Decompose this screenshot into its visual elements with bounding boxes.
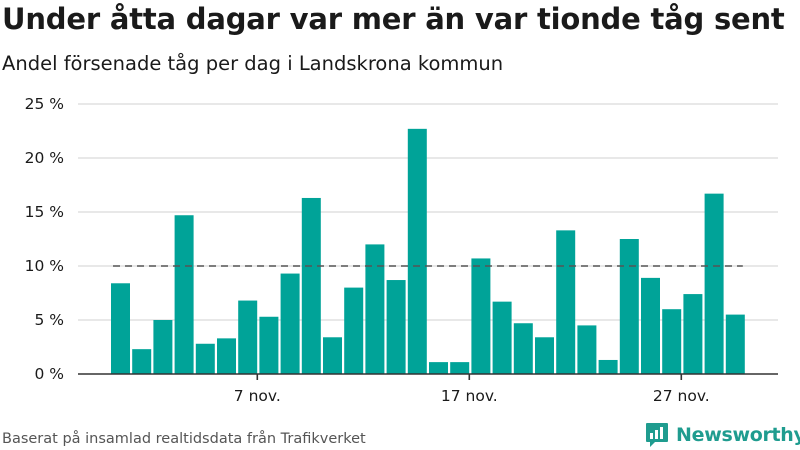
bar xyxy=(301,197,321,374)
brand-name: Newsworthy xyxy=(676,424,800,446)
bar xyxy=(238,300,258,374)
x-axis: 7 nov. 17 nov. 27 nov. xyxy=(78,373,778,405)
bar xyxy=(344,287,364,374)
y-tick-label: 20 % xyxy=(25,149,64,167)
bar xyxy=(111,283,130,374)
x-tick-label: 17 nov. xyxy=(441,387,498,405)
bar xyxy=(153,320,173,374)
bar xyxy=(577,325,597,374)
chart-title: Under åtta dagar var mer än var tionde t… xyxy=(2,2,785,36)
bar xyxy=(619,239,639,374)
y-tick-label: 25 % xyxy=(25,95,64,113)
bar xyxy=(259,316,279,374)
bar xyxy=(217,338,236,374)
bar xyxy=(280,273,300,374)
newsworthy-logo: Newsworthy xyxy=(645,421,800,449)
bar xyxy=(535,337,554,374)
bar xyxy=(725,314,745,374)
bar-chart: 0 % 5 % 10 % 15 % 20 % 25 % 7 nov. 17 nov. 27 n… xyxy=(25,95,778,405)
newsworthy-logo-icon xyxy=(646,423,668,447)
bar xyxy=(365,244,385,374)
bar xyxy=(492,301,512,374)
bar xyxy=(598,359,618,374)
bar xyxy=(683,294,703,374)
y-tick-label: 0 % xyxy=(34,365,64,383)
y-tick-label: 10 % xyxy=(25,257,64,275)
x-tick-label: 7 nov. xyxy=(234,387,281,405)
bar xyxy=(195,343,215,374)
bar xyxy=(323,337,342,374)
bar xyxy=(386,280,406,374)
bar xyxy=(132,349,152,374)
bar xyxy=(641,277,660,374)
bar xyxy=(429,362,448,374)
y-tick-label: 5 % xyxy=(34,311,64,329)
bars xyxy=(111,128,745,374)
x-tick-label: 27 nov. xyxy=(653,387,710,405)
bar xyxy=(471,258,491,374)
source-note: Baserat på insamlad realtidsdata från Tr… xyxy=(2,431,366,447)
bar xyxy=(662,309,682,374)
y-tick-label: 15 % xyxy=(25,203,64,221)
bar xyxy=(513,323,533,374)
bar xyxy=(174,215,194,374)
bar xyxy=(704,193,724,374)
bar xyxy=(450,362,470,374)
bar xyxy=(556,230,576,374)
chart-subtitle: Andel försenade tåg per dag i Landskrona… xyxy=(2,52,504,75)
bar xyxy=(407,128,427,374)
y-axis-tick-labels: 0 % 5 % 10 % 15 % 20 % 25 % xyxy=(25,95,64,383)
